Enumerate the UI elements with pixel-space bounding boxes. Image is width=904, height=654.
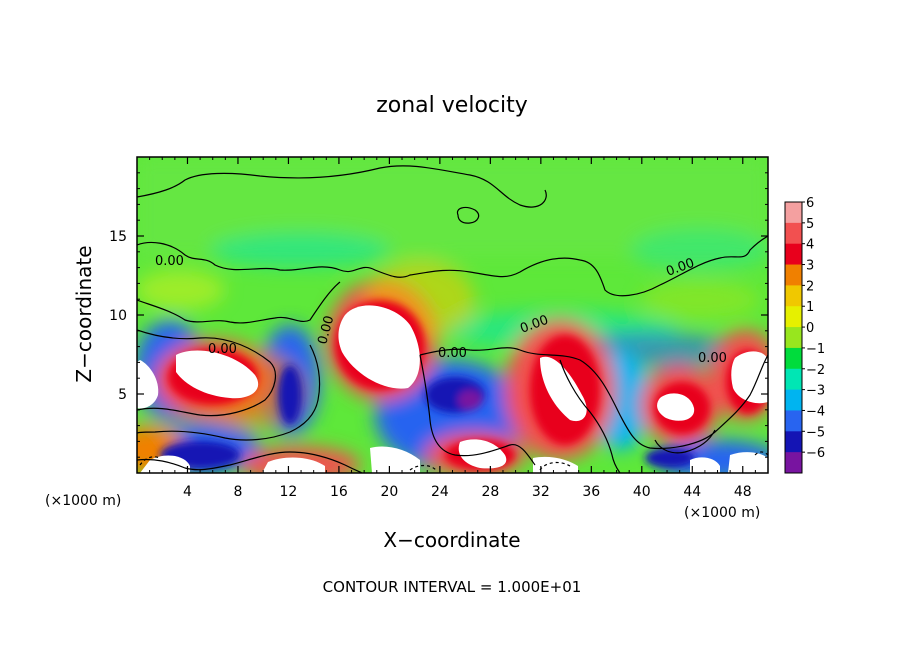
colorbar-swatch <box>785 306 802 328</box>
x-axis-label: X−coordinate <box>383 528 520 552</box>
contour-label: 0.00 <box>698 351 727 366</box>
colorbar-swatch <box>785 285 802 307</box>
velocity-field <box>137 157 768 473</box>
x-tick-label: 36 <box>582 484 600 500</box>
colorbar-swatch <box>785 452 802 474</box>
y-axis-label: Z−coordinate <box>72 245 96 382</box>
contour-interval-note: CONTOUR INTERVAL = 1.000E+01 <box>323 578 582 596</box>
colorbar-label: 4 <box>806 238 814 253</box>
chart-title: zonal velocity <box>376 93 528 118</box>
x-tick-label: 28 <box>481 484 499 500</box>
x-tick-label: 20 <box>380 484 398 500</box>
contour-label: 0.00 <box>208 342 237 357</box>
colorbar-swatch <box>785 368 802 391</box>
contour-label: 0.00 <box>315 314 337 346</box>
colorbar-swatch <box>785 431 802 453</box>
colorbar-label: −2 <box>806 363 825 378</box>
colorbar-label: −6 <box>806 446 825 461</box>
x-axis: 4 8 12 16 20 24 28 32 36 40 44 48 <box>149 157 756 500</box>
contour-label: 0.00 <box>155 254 184 269</box>
colorbar-swatch <box>785 327 802 349</box>
y-tick-label: 10 <box>109 308 127 324</box>
x-tick-label: 24 <box>431 484 449 500</box>
colorbar-label: 0 <box>806 321 814 336</box>
x-tick-label: 8 <box>233 484 242 500</box>
colorbar-label: 5 <box>806 217 814 232</box>
colorbar-swatch <box>785 222 802 245</box>
x-tick-label: 4 <box>183 484 192 500</box>
zero-contours <box>137 165 768 473</box>
colorbar-label: −4 <box>806 404 825 419</box>
colorbar-swatch <box>785 202 802 224</box>
y-tick-label: 5 <box>118 387 127 403</box>
contour-label: 0.00 <box>438 346 467 361</box>
y-tick-label: 15 <box>109 229 127 245</box>
x-unit-left: (×1000 m) <box>45 493 121 509</box>
colorbar-swatch <box>785 410 802 432</box>
colorbar-label: 6 <box>806 196 814 211</box>
colorbar-swatch <box>785 389 802 411</box>
x-tick-label: 48 <box>734 484 752 500</box>
colorbar-label: 1 <box>806 300 814 315</box>
x-tick-label: 44 <box>683 484 701 500</box>
colorbar-swatch <box>785 243 802 266</box>
x-tick-label: 40 <box>633 484 651 500</box>
x-tick-label: 32 <box>532 484 550 500</box>
colorbar-label: −5 <box>806 425 825 440</box>
velocity-maxima <box>137 305 768 473</box>
x-tick-label: 16 <box>330 484 348 500</box>
colorbar-label: 2 <box>806 279 814 294</box>
colorbar-swatch <box>785 264 802 286</box>
colorbar-label: −3 <box>806 384 825 399</box>
colorbar-label: 3 <box>806 259 814 274</box>
colorbar-label: −1 <box>806 342 825 357</box>
y-axis: 5 10 15 <box>109 172 768 458</box>
x-tick-label: 12 <box>280 484 298 500</box>
colorbar-frame <box>784 201 803 474</box>
x-unit-right: (×1000 m) <box>684 505 760 521</box>
colorbar-swatch <box>785 347 802 370</box>
colorbar: 6 5 4 3 2 1 0 −1 −2 −3 −4 −5 −6 <box>784 196 825 474</box>
